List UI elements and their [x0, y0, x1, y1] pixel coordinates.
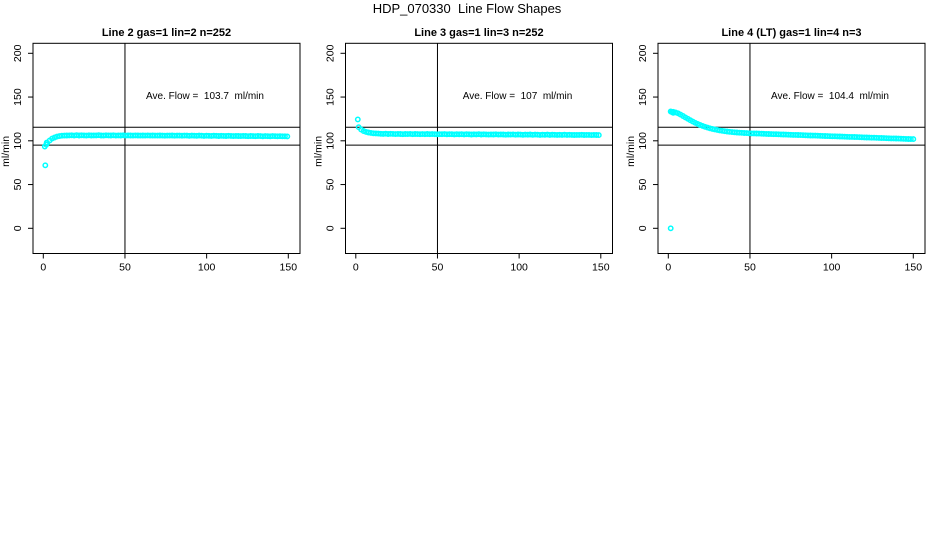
- x-tick-label: 0: [353, 262, 359, 274]
- y-tick-label: 150: [12, 88, 24, 106]
- y-tick-label: 50: [12, 179, 24, 191]
- y-tick-label: 100: [637, 132, 649, 150]
- data-point: [281, 133, 288, 140]
- x-tick-label: 150: [280, 262, 298, 274]
- data-point: [284, 133, 291, 140]
- y-tick-label: 200: [325, 44, 337, 62]
- panel-3-data-points: [667, 108, 917, 232]
- x-tick-label: 50: [432, 262, 444, 274]
- x-tick-label: 150: [592, 262, 610, 274]
- panel-1-data-points: [41, 132, 291, 169]
- panel-1: 0 50 100 150 0 50 100 150 200 ml/min: [0, 42, 301, 274]
- plot-frame: [345, 42, 613, 254]
- data-point: [907, 136, 914, 143]
- plot-frame: [32, 42, 301, 254]
- y-tick-label: 150: [637, 88, 649, 106]
- x-tick-label: 100: [823, 262, 841, 274]
- data-point: [595, 132, 602, 139]
- y-tick-label: 50: [325, 179, 337, 191]
- data-point: [43, 139, 50, 146]
- data-point: [670, 109, 677, 116]
- y-tick-label: 100: [325, 132, 337, 150]
- y-tick-label: 100: [12, 132, 24, 150]
- y-axis-label: ml/min: [313, 136, 325, 167]
- y-tick-label: 50: [637, 179, 649, 191]
- x-tick-label: 50: [119, 262, 131, 274]
- panel-1-ave-flow-annotation: Ave. Flow = 103.7 ml/min: [146, 91, 264, 102]
- panel-2-ave-flow-annotation: Ave. Flow = 107 ml/min: [462, 91, 573, 102]
- data-point: [667, 225, 674, 232]
- x-tick-label: 50: [744, 262, 756, 274]
- data-point: [593, 132, 600, 138]
- y-tick-label: 200: [637, 44, 649, 62]
- y-tick-label: 200: [12, 44, 24, 62]
- x-tick-label: 0: [40, 262, 46, 274]
- data-point: [42, 162, 49, 169]
- y-tick-label: 150: [325, 88, 337, 106]
- panel-2-data-points: [354, 116, 602, 139]
- figure-title: HDP_070330 Line Flow Shapes: [372, 1, 562, 16]
- x-tick-label: 100: [510, 262, 528, 274]
- y-tick-label: 0: [325, 225, 337, 231]
- y-tick-label: 0: [637, 225, 649, 231]
- panel-3: 0 50 100 150 0 50 100 150 200 ml/min: [625, 42, 926, 274]
- panel-3-ave-flow-annotation: Ave. Flow = 104.4 ml/min: [771, 91, 889, 102]
- plot-frame: [657, 42, 926, 254]
- panel-2: 0 50 100 150 0 50 100 150 200 ml/min: [313, 42, 613, 274]
- plots-svg: 0 50 100 150 0 50 100 150 200 ml/min 0 50 100 150 0 50 1…: [0, 42, 926, 274]
- data-point: [910, 136, 917, 143]
- x-tick-label: 100: [198, 262, 216, 274]
- x-tick-label: 150: [905, 262, 923, 274]
- data-point: [354, 116, 361, 123]
- y-tick-label: 0: [12, 225, 24, 231]
- y-axis-label: ml/min: [0, 136, 12, 167]
- y-axis-label: ml/min: [625, 136, 637, 167]
- panel-2-title: Line 3 gas=1 lin=3 n=252: [414, 27, 544, 39]
- x-tick-label: 0: [665, 262, 671, 274]
- panel-3-title: Line 4 (LT) gas=1 lin=4 n=3: [721, 27, 862, 39]
- panel-1-title: Line 2 gas=1 lin=2 n=252: [101, 27, 232, 39]
